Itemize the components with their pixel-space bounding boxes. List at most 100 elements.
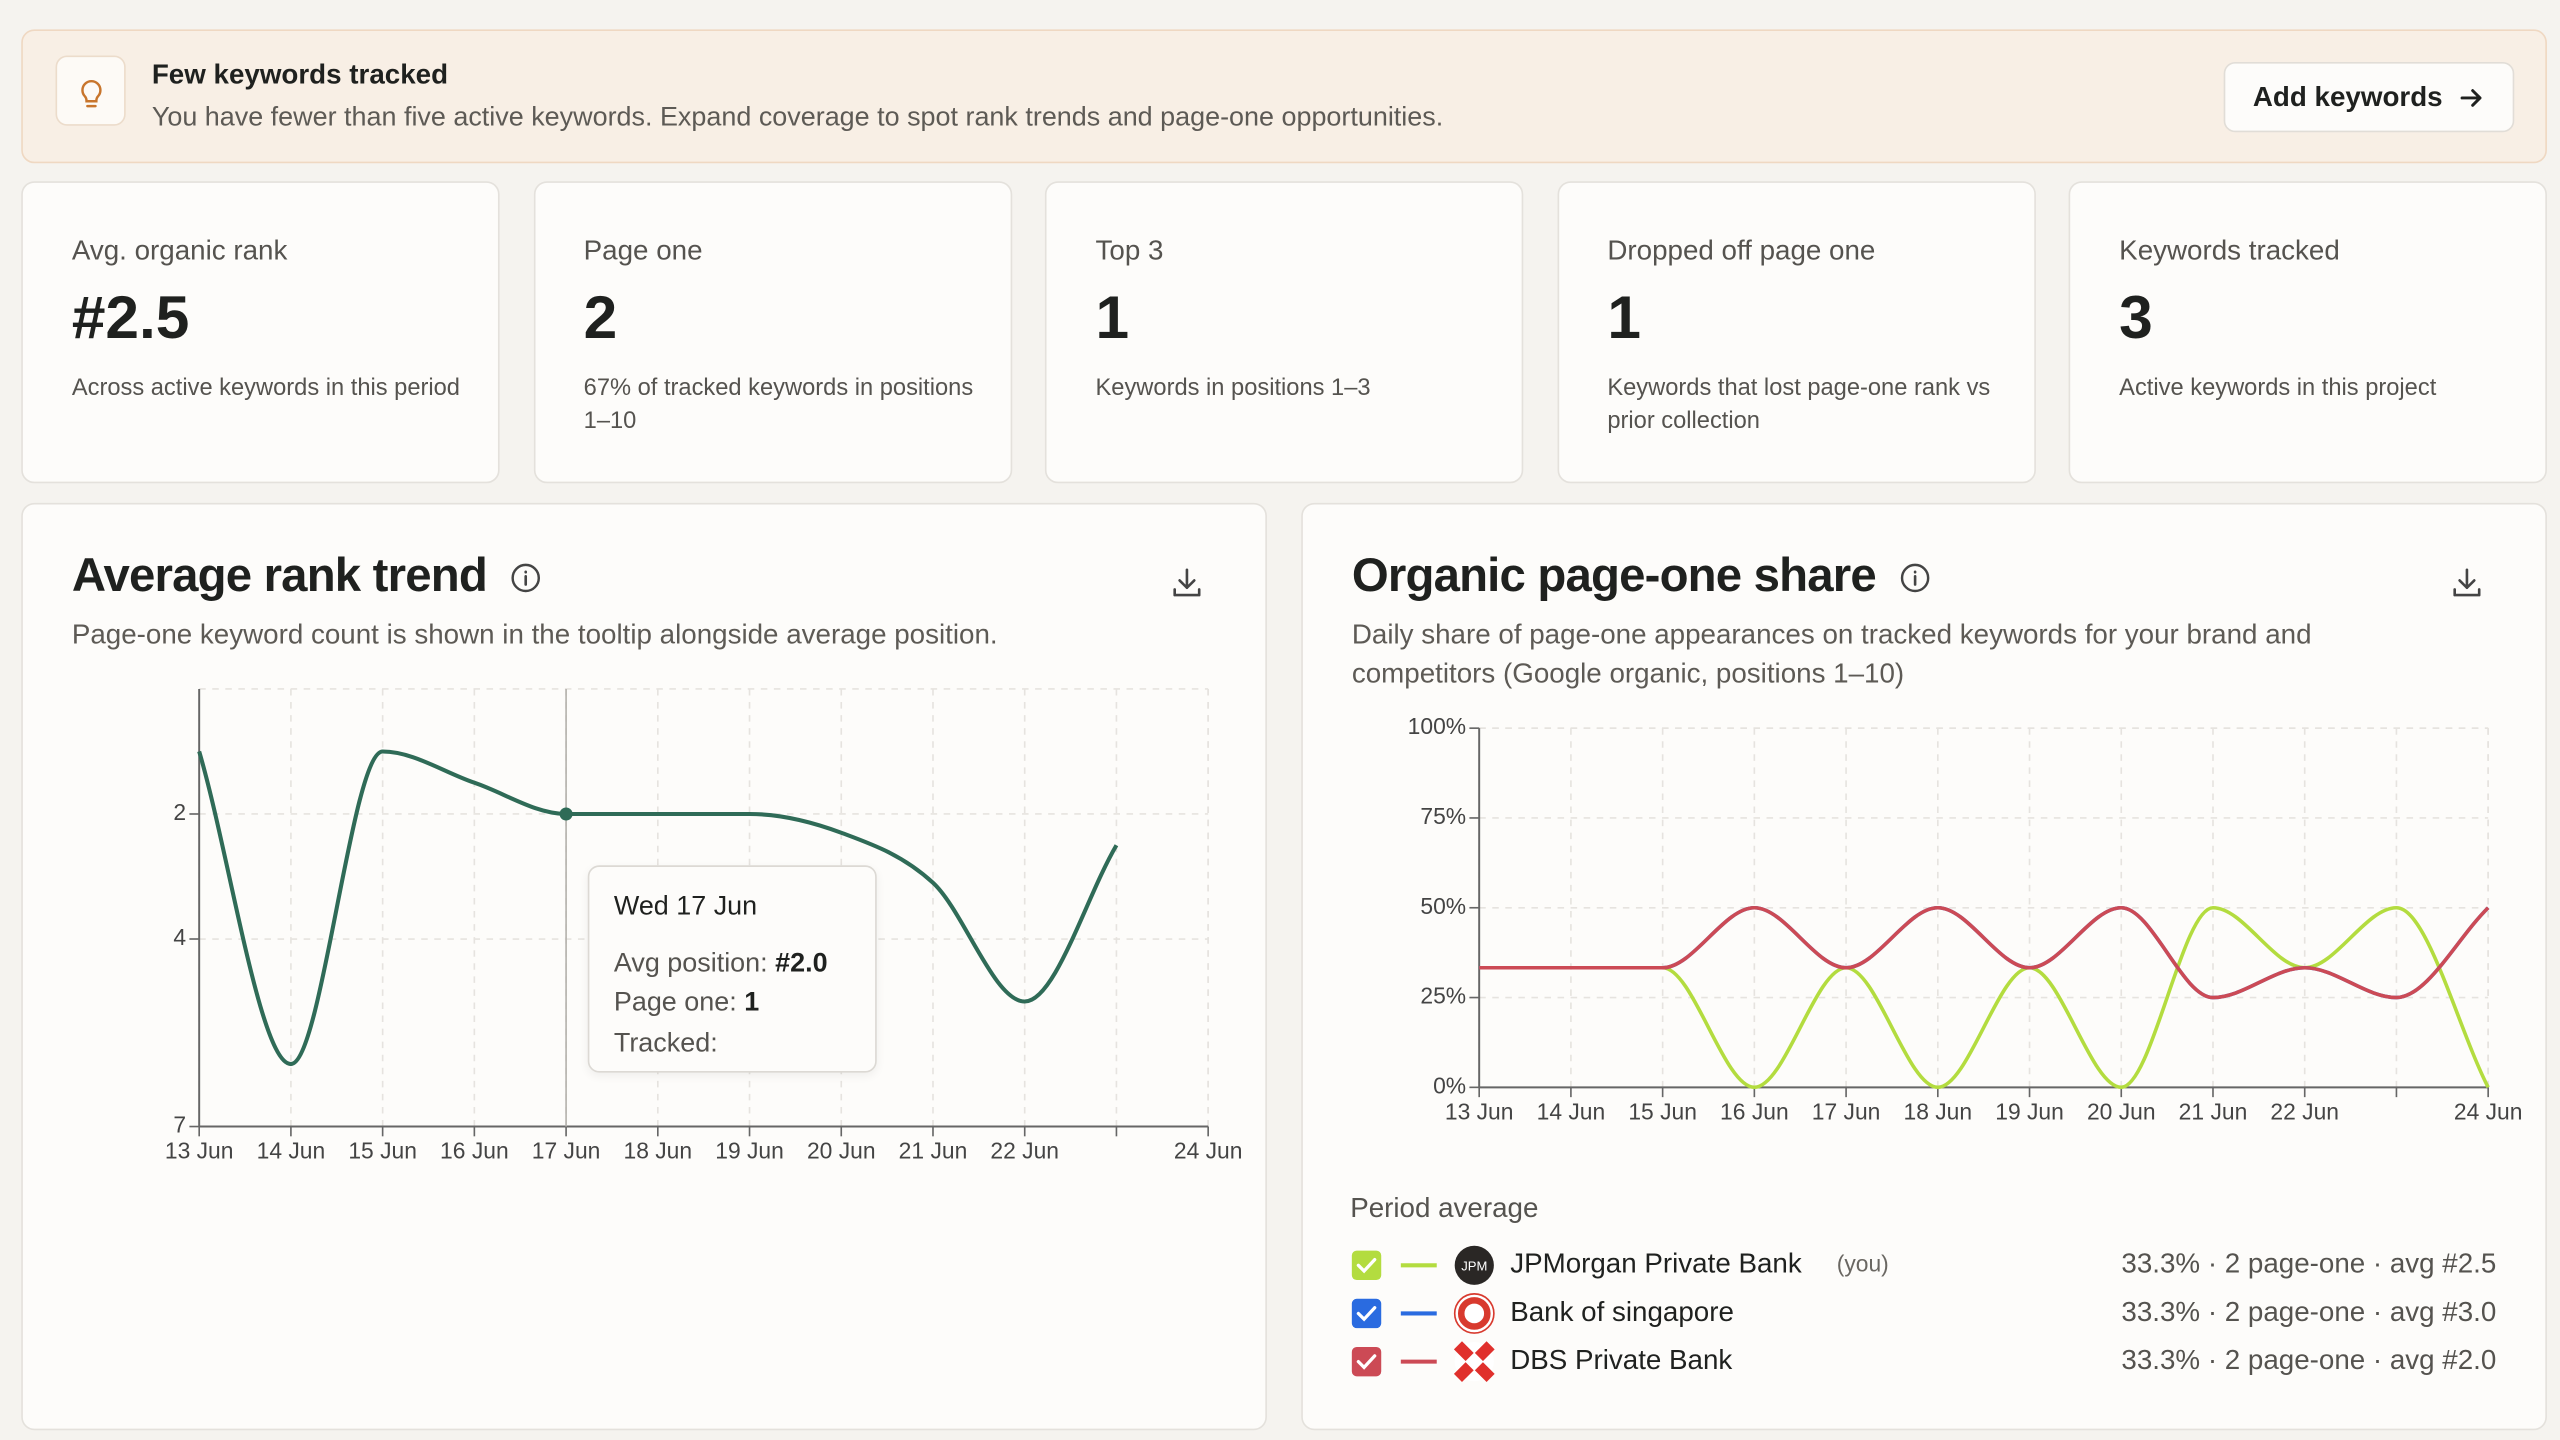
kpi-label: Dropped off page one bbox=[1607, 235, 1876, 267]
x-tick-label: 24 Jun bbox=[2454, 1099, 2523, 1125]
legend-tag: (you) bbox=[1837, 1250, 1889, 1276]
download-icon[interactable] bbox=[2451, 567, 2484, 600]
x-tick-label: 22 Jun bbox=[2270, 1099, 2339, 1125]
info-icon[interactable] bbox=[1899, 561, 1932, 594]
x-tick-label: 17 Jun bbox=[1812, 1099, 1881, 1125]
banner-message: You have fewer than five active keywords… bbox=[151, 102, 1444, 133]
x-tick-label: 18 Jun bbox=[624, 1138, 693, 1164]
legend-summary: 33.3% · 2 page-one · avg #2.5 bbox=[2121, 1248, 2496, 1279]
chart-title-row: Organic page-one share bbox=[1352, 550, 1932, 604]
x-tick-label: 24 Jun bbox=[1174, 1138, 1243, 1164]
y-tick-label: 75% bbox=[1420, 803, 1466, 829]
tooltip-row: Tracked: bbox=[614, 1023, 851, 1063]
tooltip: Wed 17 Jun Avg position: #2.0 Page one: … bbox=[587, 865, 877, 1073]
banner-title: Few keywords tracked bbox=[151, 58, 449, 90]
x-tick-label: 20 Jun bbox=[2087, 1099, 2156, 1125]
kpi-label: Top 3 bbox=[1095, 235, 1164, 267]
check-mark bbox=[1356, 1306, 1377, 1322]
y-tick-label: 50% bbox=[1420, 893, 1466, 919]
info-icon[interactable] bbox=[510, 561, 543, 594]
kpi-note: 67% of tracked keywords in positions 1–1… bbox=[583, 375, 974, 435]
kpi-value: 2 bbox=[583, 284, 618, 352]
kpi-value: #2.5 bbox=[71, 284, 190, 352]
data-line bbox=[1479, 905, 2490, 1000]
x-tick-label: 19 Jun bbox=[1995, 1099, 2064, 1125]
tooltip-row: Avg position: #2.0 bbox=[614, 943, 851, 983]
data-line bbox=[197, 749, 1119, 1067]
chart-subtitle: Page-one keyword count is shown in the t… bbox=[71, 618, 998, 650]
legend-checkbox bbox=[1351, 1298, 1382, 1329]
kpi-note: Keywords in positions 1–3 bbox=[1095, 375, 1371, 402]
x-tick-label: 21 Jun bbox=[899, 1138, 968, 1164]
legend-label[interactable]: Bank of singapore bbox=[1510, 1296, 1734, 1327]
x-tick-label: 14 Jun bbox=[257, 1138, 326, 1164]
y-tick-label: 2 bbox=[173, 799, 186, 825]
kpi-label: Page one bbox=[583, 235, 703, 267]
x-tick-label: 17 Jun bbox=[532, 1138, 601, 1164]
tooltip-row: Page one: 1 bbox=[614, 983, 851, 1023]
x-tick-label: 14 Jun bbox=[1537, 1099, 1606, 1125]
legend-checkbox bbox=[1351, 1250, 1382, 1280]
kpi-label: Keywords tracked bbox=[2119, 235, 2340, 267]
download-icon[interactable] bbox=[1171, 567, 1204, 600]
notice-banner: Few keywords tracked You have fewer than… bbox=[21, 29, 2547, 164]
x-tick-label: 19 Jun bbox=[715, 1138, 784, 1164]
tooltip-value: 1 bbox=[744, 987, 760, 1018]
tooltip-title: Wed 17 Jun bbox=[613, 891, 758, 921]
legend-checkbox bbox=[1351, 1346, 1382, 1377]
y-tick-label: 0% bbox=[1433, 1072, 1466, 1098]
legend-title: Period average bbox=[1350, 1192, 1538, 1223]
kpi-card: Dropped off page one 1 Keywords that lost … bbox=[1556, 181, 2036, 484]
kpi-card: Top 3 1 Keywords in positions 1–3 bbox=[1044, 181, 1524, 484]
kpi-value: 3 bbox=[2119, 284, 2153, 352]
brand-logo-center bbox=[1465, 1352, 1484, 1371]
x-tick-label: 13 Jun bbox=[1445, 1099, 1514, 1125]
legend-label[interactable]: JPMorgan Private Bank bbox=[1510, 1248, 1802, 1279]
x-tick-label: 13 Jun bbox=[165, 1138, 234, 1164]
data-line bbox=[1479, 905, 2490, 1090]
x-tick-label: 15 Jun bbox=[1628, 1099, 1697, 1125]
x-tick-label: 16 Jun bbox=[1720, 1099, 1789, 1125]
button-label: Add keywords bbox=[2252, 80, 2443, 112]
add-keywords-button[interactable]: Add keywords bbox=[2223, 62, 2515, 133]
logo-text: JPM bbox=[1461, 1258, 1487, 1273]
y-tick-label: 25% bbox=[1420, 983, 1466, 1009]
kpi-note: Keywords that lost page-one rank vs prio… bbox=[1607, 375, 1991, 435]
x-tick-label: 15 Jun bbox=[348, 1138, 417, 1164]
brand-logo-ring bbox=[1457, 1297, 1491, 1330]
chart-title: Average rank trend bbox=[71, 550, 488, 603]
tooltip-value: #2.0 bbox=[775, 947, 828, 978]
chart-subtitle: Daily share of page-one appearances on t… bbox=[1351, 618, 2312, 689]
kpi-note: Active keywords in this project bbox=[2119, 375, 2437, 402]
kpi-value: 1 bbox=[1095, 284, 1130, 352]
kpi-card: Page one 2 67% of tracked keywords in posi… bbox=[533, 181, 1012, 484]
y-tick-label: 100% bbox=[1408, 713, 1466, 739]
kpi-value: 1 bbox=[1607, 284, 1641, 352]
bulb-svg bbox=[81, 80, 102, 108]
x-tick-label: 16 Jun bbox=[440, 1138, 509, 1164]
check-mark bbox=[1356, 1354, 1377, 1370]
kpi-card: Keywords tracked 3 Active keywords in this… bbox=[2068, 181, 2547, 484]
x-tick-label: 22 Jun bbox=[990, 1138, 1059, 1164]
check-mark bbox=[1356, 1257, 1377, 1274]
y-tick-label: 4 bbox=[173, 924, 186, 950]
x-tick-label: 18 Jun bbox=[1904, 1099, 1973, 1125]
brand-logo bbox=[1454, 1245, 1494, 1285]
y-tick-label: 7 bbox=[173, 1112, 186, 1138]
x-tick-label: 21 Jun bbox=[2179, 1099, 2248, 1125]
bulb-icon bbox=[55, 55, 126, 126]
chart-title-row: Average rank trend bbox=[72, 550, 543, 604]
kpi-label: Avg. organic rank bbox=[71, 235, 288, 267]
arrow-icon bbox=[2460, 88, 2482, 106]
legend-summary: 33.3% · 2 page-one · avg #2.0 bbox=[2121, 1344, 2496, 1375]
chart-title: Organic page-one share bbox=[1351, 550, 1877, 603]
kpi-card: Avg. organic rank #2.5 Across active keywo… bbox=[21, 181, 500, 484]
legend-label[interactable]: DBS Private Bank bbox=[1510, 1344, 1732, 1375]
tooltip-label: Page one: bbox=[613, 987, 737, 1018]
x-tick-label: 20 Jun bbox=[807, 1138, 876, 1164]
tooltip-label: Avg position: bbox=[613, 947, 768, 978]
